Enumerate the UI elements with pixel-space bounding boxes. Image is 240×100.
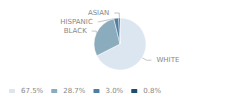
svg-text:WHITE: WHITE (156, 56, 179, 64)
svg-text:3.0%: 3.0% (105, 87, 123, 95)
svg-text:ASIAN: ASIAN (88, 9, 109, 17)
svg-text:BLACK: BLACK (64, 27, 87, 35)
svg-text:0.8%: 0.8% (143, 87, 161, 95)
svg-text:28.7%: 28.7% (63, 87, 86, 95)
svg-text:67.5%: 67.5% (21, 87, 44, 95)
svg-text:HISPANIC: HISPANIC (60, 18, 93, 26)
